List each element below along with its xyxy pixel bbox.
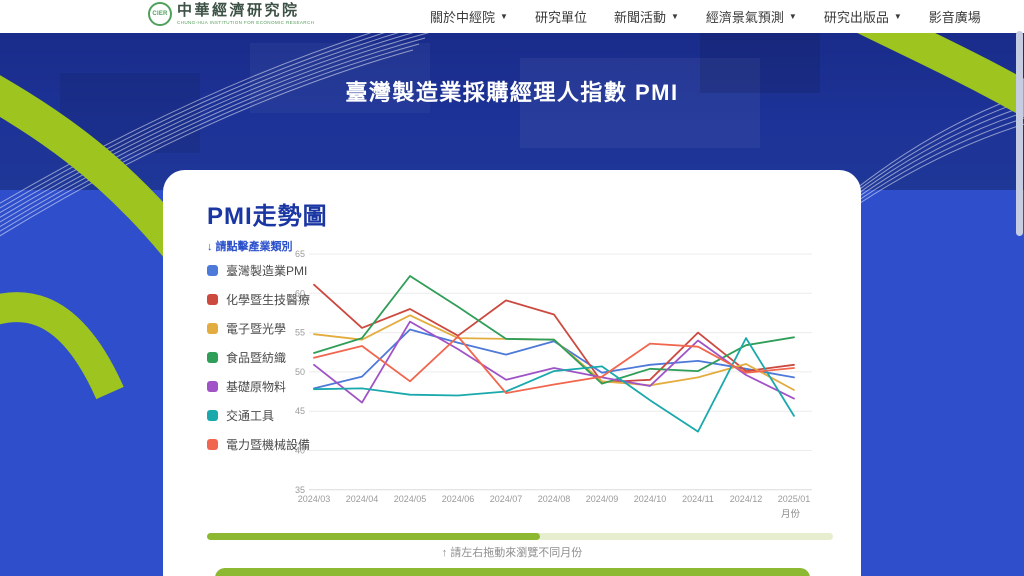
x-axis-label: 月份 [781,508,801,520]
legend-label: 電力暨機械設備 [226,438,311,452]
legend-label: 食品暨紡織 [226,351,287,365]
legend-swatch [207,439,218,450]
main-menu: 關於中經院 ▼ 研究單位 新聞活動 ▼ 經濟景氣預測 ▼ 研究出版品 ▼ 影音廣場 [430,0,981,33]
x-axis-tick: 2024/08 [538,494,571,504]
legend-item-3[interactable]: 電子暨光學 [207,314,317,343]
legend-label: 化學暨生技醫療 [226,293,311,307]
series-line [313,335,795,395]
chevron-down-icon: ▼ [670,12,679,21]
pmi-line-chart[interactable]: 65 60 55 50 45 40 35 2024/03 2024/04 2024/05 2024/… [293,248,823,523]
y-axis-tick: 40 [295,446,305,456]
x-axis-tick: 2025/01 [778,494,811,504]
series-line [313,337,795,433]
x-axis-tick: 2024/05 [394,494,427,504]
chevron-down-icon: ▼ [788,12,797,21]
legend-swatch [207,352,218,363]
top-nav: CIER 中華經濟研究院 CHUNG-HUA INSTITUTION FOR E… [0,0,1024,33]
x-axis-tick: 2024/10 [634,494,667,504]
y-axis-tick: 45 [295,406,305,416]
nav-item-5[interactable]: 研究出版品 ▼ [823,10,902,25]
logo-title: 中華經濟研究院 [177,2,300,19]
series-line [313,275,795,385]
x-axis-tick: 2024/11 [682,494,714,504]
y-axis-tick: 50 [295,367,305,377]
legend-label: 交通工具 [226,409,275,423]
y-axis-tick: 65 [295,249,305,259]
legend-hint: ↓ 請點擊產業類別 [207,241,293,253]
y-axis-tick: 60 [295,288,305,298]
nav-item-2[interactable]: 研究單位 [534,10,587,25]
chart-legend: 臺灣製造業PMI 化學暨生技醫療 電子暨光學食品暨紡織基礎原物料交通工具電力暨機械設… [207,256,317,459]
x-axis-tick: 2024/04 [346,494,379,504]
next-section-bar [215,568,810,576]
legend-item-6[interactable]: 交通工具 [207,401,317,430]
green-swoosh-left-lower [0,292,124,400]
nav-item-4[interactable]: 經濟景氣預測 ▼ [705,10,797,25]
content-card: PMI走勢圖 ↓ 請點擊產業類別 臺灣製造業PMI 化學暨生技醫療 電子暨光學食品暨… [163,170,861,576]
legend-label: 臺灣製造業PMI [226,264,308,278]
legend-item-1[interactable]: 臺灣製造業PMI [207,256,317,285]
logo-subtitle: CHUNG-HUA INSTITUTION FOR ECONOMIC RESEA… [177,19,315,25]
legend-swatch [207,294,218,305]
legend-item-4[interactable]: 食品暨紡織 [207,343,317,372]
nav-item-6[interactable]: 影音廣場 [928,10,981,25]
legend-label: 基礎原物料 [226,380,287,394]
series-line [313,283,795,384]
page-title: 臺灣製造業採購經理人指數 PMI [345,80,679,105]
drag-hint: ↑ 請左右拖動來瀏覽不同月份 [441,547,583,559]
legend-item-7[interactable]: 電力暨機械設備 [207,430,317,459]
x-axis-tick: 2024/09 [586,494,619,504]
page-scrollbar[interactable] [1016,31,1023,236]
legend-item-5[interactable]: 基礎原物料 [207,372,317,401]
x-axis-tick: 2024/06 [442,494,475,504]
series-line [313,328,795,390]
legend-swatch [207,323,218,334]
x-axis-tick: 2024/12 [730,494,763,504]
cier-seal-icon: CIER [148,2,172,26]
chevron-down-icon: ▼ [500,12,508,21]
series-line [313,320,795,404]
legend-swatch [207,381,218,392]
legend-swatch [207,410,218,421]
page-background: 臺灣製造業採購經理人指數 PMI PMI走勢圖 ↓ 請點擊產業類別 臺灣製造業P… [0,33,1024,576]
chevron-down-icon: ▼ [893,12,902,21]
nav-item-1[interactable]: 關於中經院 ▼ [430,10,508,25]
chart-scrollbar-track[interactable] [207,533,833,540]
legend-label: 電子暨光學 [226,322,287,336]
nav-item-3[interactable]: 新聞活動 ▼ [613,10,679,25]
x-axis-tick: 2024/07 [490,494,523,504]
y-axis-tick: 55 [295,328,305,338]
chart-scrollbar-thumb[interactable] [207,533,540,540]
x-axis-tick: 2024/03 [298,494,331,504]
legend-item-2[interactable]: 化學暨生技醫療 [207,285,317,314]
legend-swatch [207,265,218,276]
y-axis-tick: 35 [295,485,305,495]
chart-section-title: PMI走勢圖 [207,203,328,230]
logo[interactable]: CIER 中華經濟研究院 CHUNG-HUA INSTITUTION FOR E… [148,2,314,26]
